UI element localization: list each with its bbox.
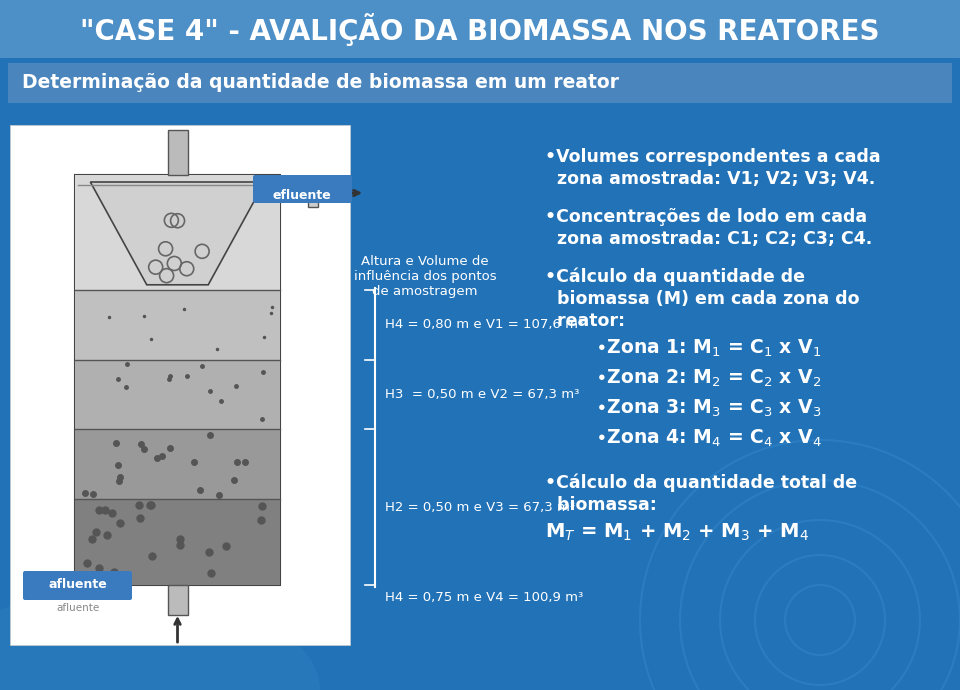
Bar — [8, 63, 952, 103]
Text: H2 = 0,50 m e V3 = 67,3 m³: H2 = 0,50 m e V3 = 67,3 m³ — [385, 501, 575, 513]
Bar — [75, 290, 280, 359]
Text: $\bullet$Zona 3: M$_3$ = C$_3$ x V$_3$: $\bullet$Zona 3: M$_3$ = C$_3$ x V$_3$ — [595, 398, 822, 420]
Text: •Volumes correspondentes a cada: •Volumes correspondentes a cada — [545, 148, 880, 166]
Bar — [0, 0, 960, 58]
Bar — [308, 179, 318, 207]
Text: afluente: afluente — [57, 603, 100, 613]
Text: H3  = 0,50 m e V2 = 67,3 m³: H3 = 0,50 m e V2 = 67,3 m³ — [385, 388, 580, 401]
Bar — [167, 585, 187, 615]
Text: •Cálculo da quantidade total de: •Cálculo da quantidade total de — [545, 474, 857, 493]
Text: efluente: efluente — [273, 189, 331, 202]
Text: zona amostrada: V1; V2; V3; V4.: zona amostrada: V1; V2; V3; V4. — [545, 170, 876, 188]
Text: H4 = 0,80 m e V1 = 107,6 m³: H4 = 0,80 m e V1 = 107,6 m³ — [385, 318, 584, 331]
Text: Altura e Volume de
influência dos pontos
de amostragem: Altura e Volume de influência dos pontos… — [353, 255, 496, 298]
Bar — [75, 359, 280, 429]
Bar — [280, 185, 310, 201]
Polygon shape — [90, 182, 265, 285]
FancyBboxPatch shape — [23, 571, 132, 600]
Text: "CASE 4" - AVALIÇÃO DA BIOMASSA NOS REATORES: "CASE 4" - AVALIÇÃO DA BIOMASSA NOS REAT… — [81, 14, 879, 46]
Bar — [10, 125, 350, 645]
Text: $\bullet$Zona 2: M$_2$ = C$_2$ x V$_2$: $\bullet$Zona 2: M$_2$ = C$_2$ x V$_2$ — [595, 368, 821, 389]
Text: H4 = 0,75 m e V4 = 100,9 m³: H4 = 0,75 m e V4 = 100,9 m³ — [385, 591, 584, 604]
Bar — [75, 429, 280, 499]
Bar — [75, 499, 280, 585]
Bar — [167, 130, 187, 175]
Text: •Concentrações de lodo em cada: •Concentrações de lodo em cada — [545, 208, 867, 226]
Text: $\bullet$Zona 1: M$_1$ = C$_1$ x V$_1$: $\bullet$Zona 1: M$_1$ = C$_1$ x V$_1$ — [595, 338, 821, 359]
Text: biomassa:: biomassa: — [545, 496, 657, 514]
Ellipse shape — [0, 590, 320, 690]
Text: Determinação da quantidade de biomassa em um reator: Determinação da quantidade de biomassa e… — [22, 74, 619, 92]
Text: reator:: reator: — [545, 312, 625, 330]
Bar — [75, 175, 280, 290]
Text: $\bullet$Zona 4: M$_4$ = C$_4$ x V$_4$: $\bullet$Zona 4: M$_4$ = C$_4$ x V$_4$ — [595, 428, 822, 449]
Text: afluente: afluente — [49, 578, 108, 591]
Text: zona amostrada: C1; C2; C3; C4.: zona amostrada: C1; C2; C3; C4. — [545, 230, 873, 248]
Text: •Cálculo da quantidade de: •Cálculo da quantidade de — [545, 268, 805, 286]
Bar — [75, 175, 280, 585]
Text: biomassa (M) em cada zona do: biomassa (M) em cada zona do — [545, 290, 859, 308]
FancyBboxPatch shape — [253, 175, 352, 203]
Text: M$_T$ = M$_1$ + M$_2$ + M$_3$ + M$_4$: M$_T$ = M$_1$ + M$_2$ + M$_3$ + M$_4$ — [545, 522, 809, 543]
